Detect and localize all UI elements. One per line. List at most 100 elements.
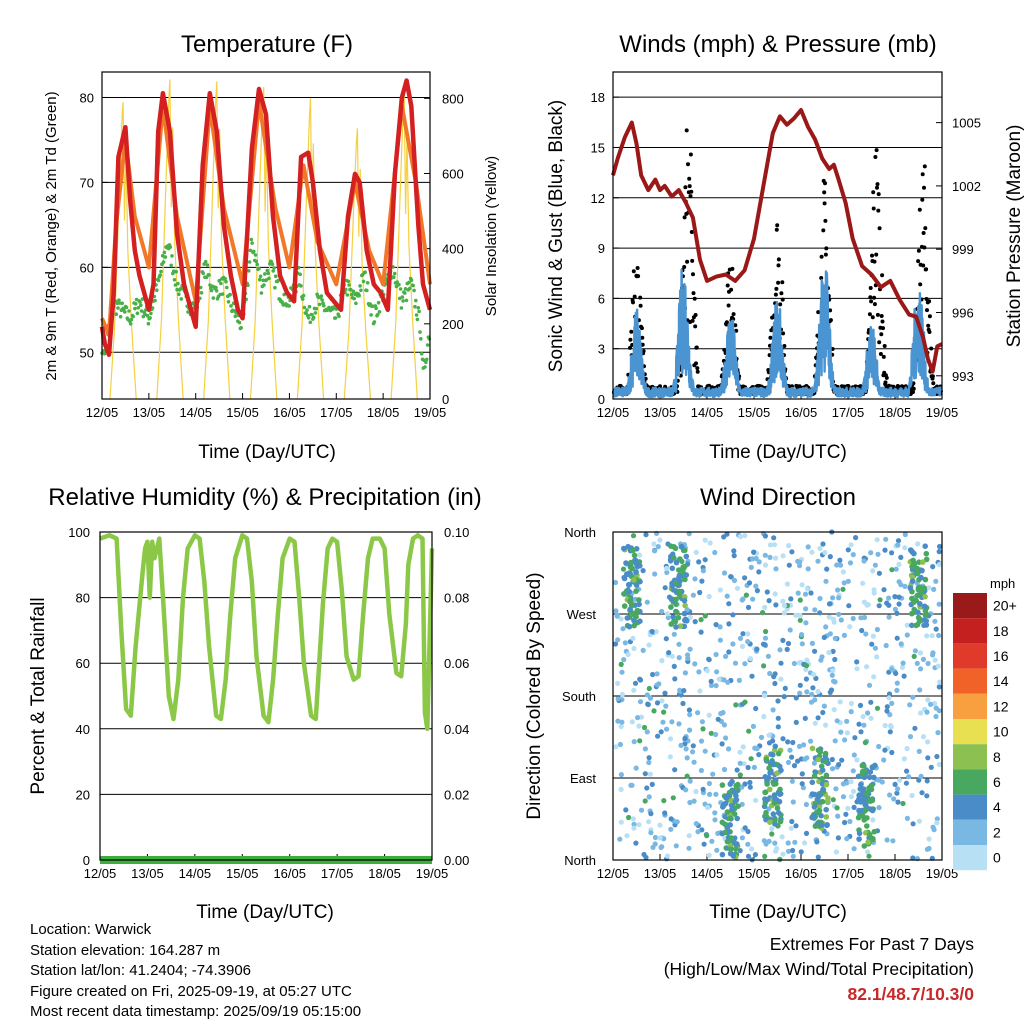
dewpoint-point [270, 262, 275, 267]
temperature-xtick-label: 12/05 [86, 405, 119, 420]
direction-point [622, 640, 628, 646]
temperature-ylabel: 2m & 9m T (Red, Orange) & 2m Td (Green) [43, 91, 60, 380]
humidity-xtick-label: 14/05 [179, 866, 212, 881]
dewpoint-point [337, 314, 341, 319]
direction-point [669, 719, 675, 725]
speed-legend: 20+ 18 16 14 12 10 8 6 4 2 0 [953, 593, 1017, 871]
gust-point [867, 312, 872, 317]
direction-point [804, 689, 810, 695]
direction-point [706, 852, 712, 859]
winds-ytick-label: 6 [598, 291, 605, 306]
direction-point [799, 632, 805, 638]
direction-point [902, 531, 908, 538]
direction-point [763, 628, 769, 635]
direction-point [669, 582, 675, 589]
direction-point [901, 673, 907, 679]
direction-point [673, 843, 679, 849]
speed-legend-swatch [953, 668, 987, 694]
winds-xtick-label: 17/05 [832, 405, 865, 420]
winds-y2tick-label: 996 [952, 306, 974, 321]
speed-legend-swatch [953, 643, 987, 669]
direction-xtick-label: 14/05 [691, 866, 724, 881]
gust-point [775, 223, 780, 228]
winds-y2tick-label: 999 [952, 242, 974, 257]
direction-point [671, 663, 677, 670]
direction-point [774, 845, 780, 852]
gust-point [877, 340, 882, 345]
dewpoint-point [425, 343, 430, 347]
winds-xlabel: Time (Day/UTC) [709, 442, 847, 463]
direction-point [686, 845, 692, 851]
direction-point [674, 819, 680, 825]
gust-point [683, 185, 688, 190]
direction-point [661, 709, 667, 715]
direction-point [840, 794, 847, 800]
direction-point [924, 846, 931, 852]
direction-point [662, 810, 668, 816]
direction-point [618, 819, 624, 825]
gust-point [884, 375, 889, 380]
direction-point [772, 680, 778, 687]
direction-point [636, 552, 643, 558]
direction-xtick-label: 18/05 [879, 866, 912, 881]
direction-point [815, 793, 822, 800]
direction-point [772, 817, 778, 823]
direction-point [778, 660, 784, 666]
direction-point [637, 618, 643, 624]
direction-point [900, 800, 906, 807]
direction-point [823, 806, 829, 813]
direction-point [654, 671, 660, 677]
direction-point [907, 734, 914, 740]
direction-point [621, 657, 627, 663]
temperature-xtick-label: 14/05 [179, 405, 212, 420]
direction-point [745, 631, 751, 637]
direction-point [648, 811, 654, 817]
dewpoint-point [409, 278, 414, 283]
dewpoint-point [424, 360, 428, 365]
direction-point [845, 805, 851, 811]
direction-point [721, 534, 727, 540]
direction-point [710, 771, 716, 777]
direction-point [805, 566, 811, 572]
direction-point [809, 779, 816, 786]
direction-point [894, 680, 900, 686]
direction-point [837, 557, 843, 563]
gust-point [776, 257, 781, 262]
direction-point [923, 618, 929, 624]
direction-point [818, 822, 825, 828]
gust-point [780, 297, 785, 302]
gust-point [879, 314, 884, 318]
dewpoint-point [354, 301, 358, 306]
direction-point [644, 599, 650, 605]
direction-point [907, 585, 914, 591]
dewpoint-point [411, 283, 416, 288]
gust-point [691, 291, 696, 296]
direction-point [893, 670, 899, 677]
direction-point [853, 535, 859, 541]
direction-point [752, 852, 759, 858]
direction-point [644, 785, 650, 791]
direction-point [777, 647, 783, 653]
temperature-ytick-label: 50 [80, 345, 94, 360]
direction-point [766, 732, 772, 738]
extremes-heading: Extremes For Past 7 Days [769, 934, 974, 954]
direction-point [847, 624, 853, 630]
direction-point [841, 632, 848, 639]
gust-point [632, 294, 637, 299]
direction-point [642, 771, 648, 777]
direction-point [655, 544, 661, 550]
dewpoint-point [172, 278, 177, 282]
direction-point [842, 737, 848, 743]
direction-point [829, 756, 835, 763]
direction-point [933, 578, 939, 584]
direction-point [640, 568, 646, 574]
direction-point [754, 646, 760, 652]
direction-point [695, 710, 701, 716]
dewpoint-point [136, 306, 141, 310]
direction-point [906, 774, 912, 780]
direction-point [737, 534, 744, 540]
dewpoint-point [201, 271, 205, 276]
direction-point [762, 853, 768, 860]
dewpoint-point [225, 285, 229, 290]
dewpoint-point [129, 317, 134, 322]
